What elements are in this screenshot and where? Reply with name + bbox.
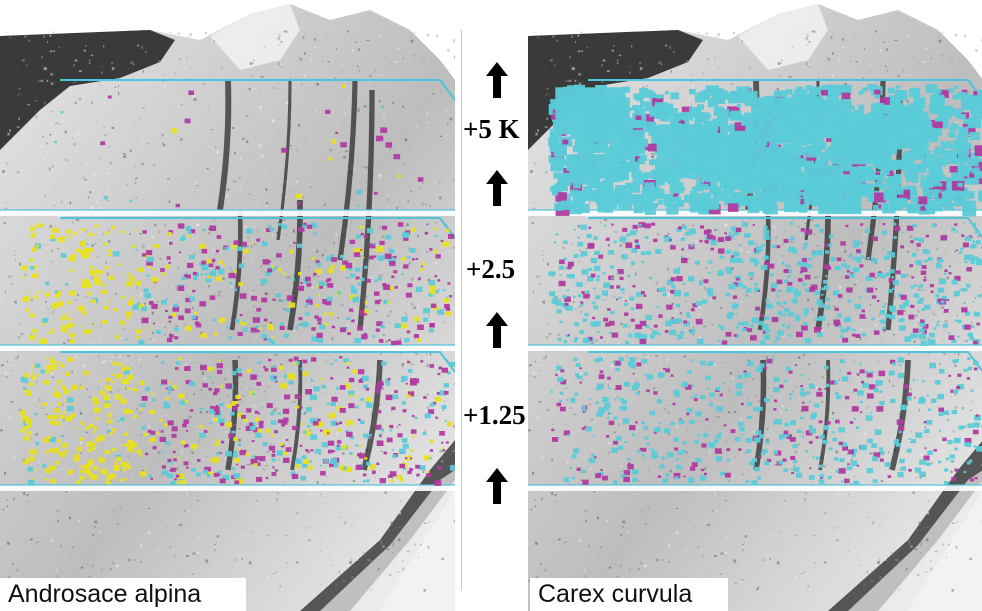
warming-label-5k: +5 K <box>463 114 520 144</box>
center-divider <box>461 30 462 590</box>
carex-curvula-map-panel <box>528 0 982 611</box>
androsace-alpina-map-panel <box>0 0 455 611</box>
species-caption-left: Androsace alpina <box>0 578 246 611</box>
terrain-hillshade-left <box>0 4 455 611</box>
up-arrow-icon <box>486 312 508 348</box>
warming-label-1-25: +1.25 <box>463 400 526 430</box>
up-arrow-icon <box>486 468 508 504</box>
terrain-hillshade-right <box>528 4 982 611</box>
species-caption-right: Carex curvula <box>530 578 728 611</box>
up-arrow-icon <box>486 62 508 98</box>
up-arrow-icon <box>486 170 508 206</box>
warming-label-2-5: +2.5 <box>466 254 516 284</box>
